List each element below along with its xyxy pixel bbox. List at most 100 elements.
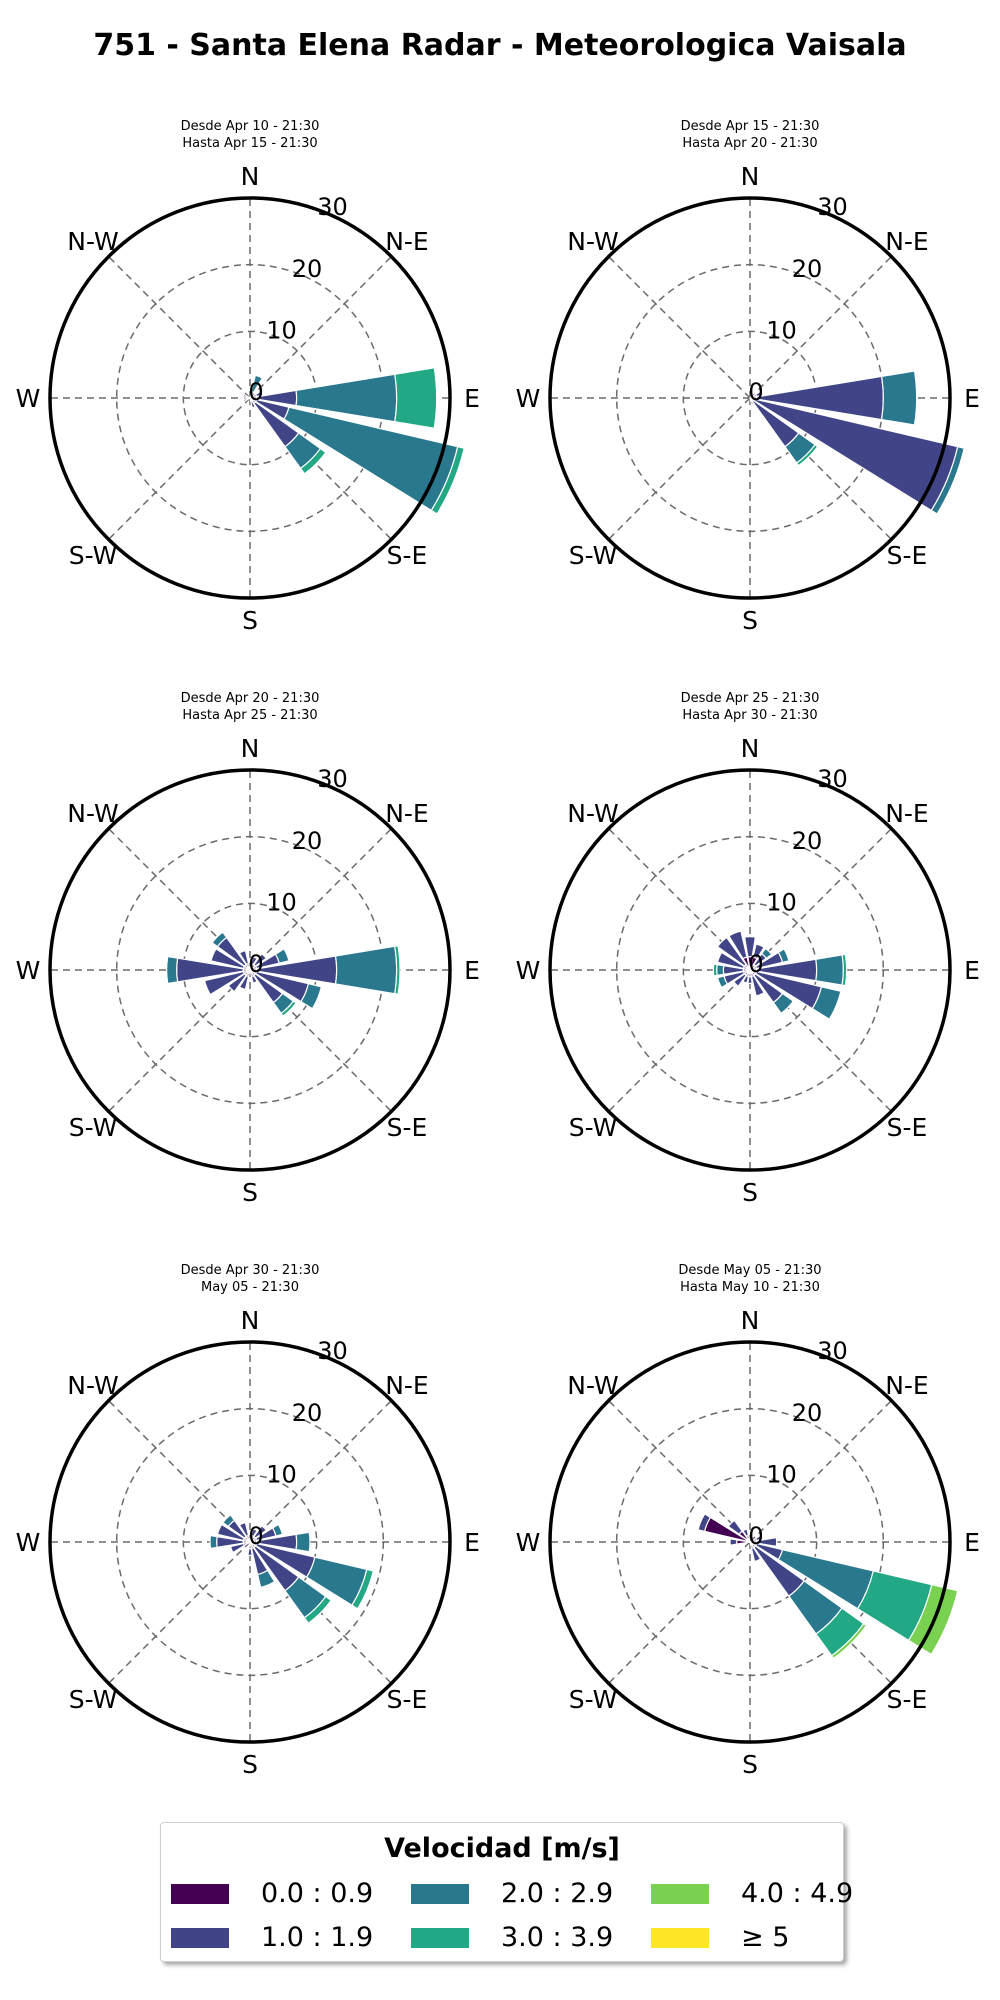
- direction-label: E: [464, 1528, 480, 1557]
- grid-spoke: [249, 397, 392, 540]
- petal-segment: [247, 1547, 253, 1556]
- legend-label: 1.0 : 1.9: [261, 1922, 374, 1953]
- direction-label: S: [742, 606, 758, 635]
- direction-label: N: [241, 734, 260, 763]
- subtitle-to: Hasta Apr 25 - 21:30: [182, 708, 318, 723]
- petal-segment: [238, 974, 250, 991]
- panel-subtitle: Desde Apr 30 - 21:30 May 05 - 21:30: [0, 1262, 500, 1296]
- windrose-chart: 0 10 20 30 N N-E E S-E S S-W W N-W: [16, 734, 480, 1207]
- grid-spoke: [608, 256, 751, 399]
- direction-label: S-E: [887, 541, 928, 570]
- direction-label: S-E: [387, 1113, 428, 1142]
- petal-segment: [280, 1000, 297, 1017]
- petal-segment: [743, 936, 757, 958]
- legend: Velocidad [m/s] 0.0 : 0.9 1.0 : 1.9 2.0 …: [160, 1822, 853, 1962]
- radial-tick-label: 20: [792, 827, 823, 855]
- direction-label: N: [241, 162, 260, 191]
- legend-swatch: [411, 1884, 469, 1904]
- direction-label: N-W: [567, 1371, 618, 1400]
- direction-label: N-E: [385, 1371, 429, 1400]
- grid-ring: [115, 1407, 385, 1677]
- direction-label: N-E: [885, 1371, 929, 1400]
- direction-label: W: [516, 1528, 541, 1557]
- direction-label: S-E: [387, 541, 428, 570]
- petal-segment: [742, 1528, 750, 1538]
- radial-tick-label: 0: [748, 378, 763, 406]
- direction-label: E: [964, 956, 980, 985]
- windrose-chart: 0 10 20 30 N N-E E S-E S S-W W N-W: [16, 1306, 480, 1779]
- radial-tick-label: 0: [248, 950, 263, 978]
- grid-spoke: [108, 256, 251, 399]
- windrose-panel: Desde Apr 15 - 21:30 Hasta Apr 20 - 21:3…: [500, 118, 1000, 678]
- panel-subtitle: Desde Apr 10 - 21:30 Hasta Apr 15 - 21:3…: [0, 118, 500, 152]
- direction-label: S-W: [69, 1113, 118, 1142]
- petal-segment: [777, 948, 790, 964]
- petal-segment: [238, 1521, 250, 1538]
- direction-label: N: [741, 162, 760, 191]
- grid-spoke: [608, 1541, 751, 1684]
- subtitle-to: Hasta Apr 15 - 21:30: [182, 136, 318, 151]
- petal-segment: [250, 400, 257, 409]
- windrose-chart: 0 10 20 30 N N-E E S-E S S-W W N-W: [16, 162, 480, 635]
- grid-spoke: [249, 256, 392, 399]
- petal-segment: [755, 1537, 778, 1547]
- direction-label: N: [241, 1306, 260, 1335]
- legend-label: 2.0 : 2.9: [501, 1878, 614, 1909]
- radial-tick-label: 30: [817, 193, 848, 221]
- direction-label: S-W: [569, 541, 618, 570]
- radial-tick-label: 30: [317, 765, 348, 793]
- grid-spoke: [608, 828, 751, 971]
- petal-segment: [250, 1528, 258, 1538]
- direction-label: N-W: [567, 227, 618, 256]
- petal-segment: [216, 1523, 246, 1542]
- petal-segment: [727, 1519, 744, 1536]
- radial-tick-label: 30: [817, 1337, 848, 1365]
- direction-label: S: [242, 606, 258, 635]
- petal-segment: [209, 1534, 218, 1550]
- legend-label: 0.0 : 0.9: [261, 1878, 374, 1909]
- legend-swatch: [651, 1884, 709, 1904]
- grid-ring: [682, 1474, 818, 1610]
- petal-segment: [166, 955, 179, 985]
- radial-tick-label: 30: [817, 765, 848, 793]
- windrose-chart: 0 10 20 30 N N-E E S-E S S-W W N-W: [516, 734, 980, 1207]
- grid-ring: [615, 1407, 885, 1677]
- direction-label: S-W: [69, 541, 118, 570]
- outer-ring: [48, 768, 452, 1172]
- grid-spoke: [608, 1400, 751, 1543]
- radial-tick-label: 20: [792, 255, 823, 283]
- petal-segment: [716, 975, 729, 989]
- petal-segment: [254, 390, 264, 398]
- direction-label: W: [516, 956, 541, 985]
- grid-spoke: [108, 1541, 251, 1684]
- petal-segment: [772, 992, 795, 1015]
- direction-label: E: [964, 384, 980, 413]
- legend-swatch: [171, 1884, 229, 1904]
- windrose-chart: 0 10 20 30 N N-E E S-E S S-W W N-W: [516, 162, 980, 635]
- legend-label: 3.0 : 3.9: [501, 1922, 614, 1953]
- outer-ring: [548, 768, 952, 1172]
- legend-title: Velocidad [m/s]: [384, 1833, 620, 1864]
- panel-subtitle: Desde Apr 15 - 21:30 Hasta Apr 20 - 21:3…: [500, 118, 1000, 152]
- legend-swatch: [411, 1928, 469, 1948]
- petal-segment: [795, 443, 819, 467]
- petal-segment: [394, 367, 438, 429]
- direction-label: N-W: [67, 1371, 118, 1400]
- direction-label: S-E: [887, 1685, 928, 1714]
- radial-tick-label: 10: [766, 888, 797, 916]
- windrose-panel: Desde May 05 - 21:30 Hasta May 10 - 21:3…: [500, 1262, 1000, 1822]
- radial-tick-label: 10: [766, 1460, 797, 1488]
- direction-label: S-E: [887, 1113, 928, 1142]
- outer-ring: [48, 1340, 452, 1744]
- petal-segment: [238, 949, 250, 966]
- outer-ring: [48, 196, 452, 600]
- direction-label: N-W: [67, 799, 118, 828]
- direction-label: E: [964, 1528, 980, 1557]
- petal-segment: [815, 954, 844, 986]
- panel-subtitle: Desde May 05 - 21:30 Hasta May 10 - 21:3…: [500, 1262, 1000, 1296]
- petal-segment: [729, 1538, 738, 1546]
- direction-label: N-W: [67, 227, 118, 256]
- petal-segment: [697, 1513, 712, 1533]
- petal-segment: [811, 986, 842, 1021]
- direction-label: W: [516, 384, 541, 413]
